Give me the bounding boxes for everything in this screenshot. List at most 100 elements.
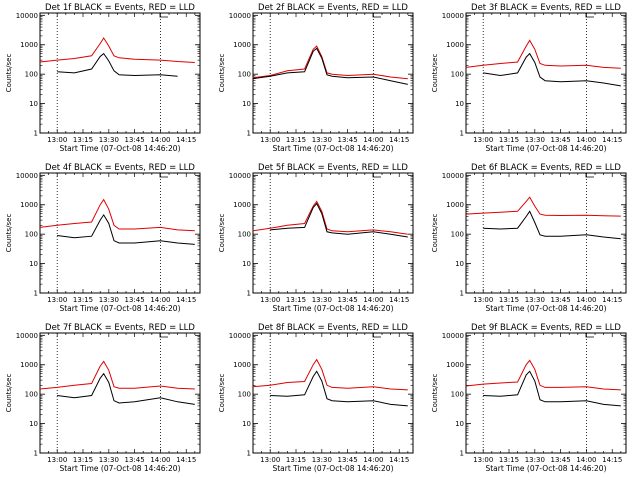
x-tick-label: 13:15 <box>73 456 93 464</box>
y-tick-label: 10000 <box>229 12 251 20</box>
x-tick-label: 13:00 <box>260 456 280 464</box>
y-axis-label: Counts/sec <box>218 214 226 253</box>
y-tick-label: 10 <box>455 100 464 108</box>
y-tick-label: 1 <box>460 450 464 458</box>
x-tick-label: 13:30 <box>99 456 119 464</box>
x-tick-label: 13:45 <box>125 136 145 144</box>
panel-det-7: 1 10 100 1000 10000 13:00 13:15 13:30 13:45 14:00… <box>5 323 201 473</box>
panel-det-8: 1 10 100 1000 10000 13:00 13:15 13:30 13:45 14:00… <box>218 323 414 473</box>
x-tick-label: 13:30 <box>525 456 545 464</box>
series-line-events <box>483 210 621 240</box>
x-axis-label: Start Time (07-Oct-08 14:46:20) <box>485 144 606 153</box>
y-tick-label: 10000 <box>442 12 464 20</box>
x-axis-label: Start Time (07-Oct-08 14:46:20) <box>485 464 606 473</box>
x-tick-label: 13:15 <box>499 136 519 144</box>
x-tick-label: 13:30 <box>312 136 332 144</box>
panel-title: Det 8f BLACK = Events, RED = LLD <box>258 323 408 333</box>
y-tick-label: 10 <box>242 420 251 428</box>
series-line-events <box>57 52 178 77</box>
series-line-lld <box>252 45 408 80</box>
series-line-lld <box>39 37 195 63</box>
series-line-lld <box>252 358 408 391</box>
plot-frame <box>252 332 414 454</box>
x-tick-label: 13:00 <box>473 456 493 464</box>
y-tick-label: 100 <box>238 231 251 239</box>
y-tick-label: 100 <box>25 231 38 239</box>
x-tick-label: 13:00 <box>47 456 67 464</box>
x-tick-label: 13:30 <box>99 296 119 304</box>
y-tick-label: 1 <box>247 290 251 298</box>
x-tick-label: 13:00 <box>260 296 280 304</box>
y-tick-label: 100 <box>25 71 38 79</box>
y-tick-label: 1 <box>247 130 251 138</box>
panel-det-4: 1 10 100 1000 10000 13:00 13:15 13:30 13:45 14:00… <box>5 163 201 313</box>
marker-bracket <box>585 333 594 338</box>
x-tick-label: 14:15 <box>602 136 622 144</box>
x-tick-label: 14:15 <box>176 296 196 304</box>
x-tick-label: 13:45 <box>125 296 145 304</box>
x-axis-label: Start Time (07-Oct-08 14:46:20) <box>59 144 180 153</box>
series-line-events <box>270 202 408 238</box>
y-tick-label: 10000 <box>16 172 38 180</box>
x-tick-label: 13:00 <box>47 296 67 304</box>
y-tick-label: 1000 <box>446 201 464 209</box>
panel-title: Det 7f BLACK = Events, RED = LLD <box>45 323 195 333</box>
y-axis-label: Counts/sec <box>431 374 439 413</box>
y-tick-label: 10000 <box>442 172 464 180</box>
x-tick-label: 13:45 <box>125 456 145 464</box>
series-line-events <box>252 47 408 85</box>
x-tick-label: 13:00 <box>260 136 280 144</box>
y-tick-label: 10000 <box>229 332 251 340</box>
y-tick-label: 1000 <box>20 361 38 369</box>
x-tick-label: 13:15 <box>73 136 93 144</box>
series-line-events <box>483 370 621 407</box>
x-tick-label: 13:45 <box>551 456 571 464</box>
panel-det-2: 1 10 100 1000 10000 13:00 13:15 13:30 13:45 14:00… <box>218 3 414 153</box>
x-axis-label: Start Time (07-Oct-08 14:46:20) <box>59 464 180 473</box>
series-line-events <box>57 213 195 245</box>
marker-bracket <box>372 333 381 338</box>
y-axis-label: Counts/sec <box>431 54 439 93</box>
x-axis-label: Start Time (07-Oct-08 14:46:20) <box>59 304 180 313</box>
y-tick-label: 10000 <box>229 172 251 180</box>
x-tick-label: 14:15 <box>389 456 409 464</box>
y-tick-label: 10000 <box>16 12 38 20</box>
x-tick-label: 14:15 <box>602 456 622 464</box>
y-tick-label: 10 <box>29 100 38 108</box>
x-tick-label: 14:00 <box>363 296 383 304</box>
x-tick-label: 13:00 <box>473 136 493 144</box>
panel-title: Det 4f BLACK = Events, RED = LLD <box>45 163 195 173</box>
y-tick-label: 1000 <box>233 361 251 369</box>
x-tick-label: 13:15 <box>73 296 93 304</box>
y-tick-label: 100 <box>25 391 38 399</box>
y-tick-label: 100 <box>451 231 464 239</box>
y-tick-label: 10 <box>455 420 464 428</box>
panel-title: Det 2f BLACK = Events, RED = LLD <box>258 3 408 13</box>
x-tick-label: 14:00 <box>150 296 170 304</box>
plot-frame <box>465 12 627 134</box>
panel-title: Det 1f BLACK = Events, RED = LLD <box>45 3 195 13</box>
y-axis-label: Counts/sec <box>5 374 13 413</box>
panel-title: Det 3f BLACK = Events, RED = LLD <box>471 3 621 13</box>
panel-title: Det 6f BLACK = Events, RED = LLD <box>471 163 621 173</box>
y-tick-label: 1 <box>460 130 464 138</box>
x-tick-label: 14:00 <box>363 136 383 144</box>
x-tick-label: 13:00 <box>47 136 67 144</box>
y-tick-label: 100 <box>238 71 251 79</box>
y-tick-label: 100 <box>238 391 251 399</box>
y-tick-label: 1000 <box>233 201 251 209</box>
panel-title: Det 9f BLACK = Events, RED = LLD <box>471 323 621 333</box>
x-tick-label: 13:45 <box>338 456 358 464</box>
panel-det-3: 1 10 100 1000 10000 13:00 13:15 13:30 13:45 14:00… <box>431 3 627 153</box>
y-tick-label: 10 <box>29 260 38 268</box>
x-tick-label: 13:45 <box>338 136 358 144</box>
plot-frame <box>39 12 201 134</box>
x-axis-label: Start Time (07-Oct-08 14:46:20) <box>272 304 393 313</box>
plot-frame <box>465 332 627 454</box>
y-tick-label: 1 <box>247 450 251 458</box>
x-tick-label: 13:15 <box>286 296 306 304</box>
x-tick-label: 13:15 <box>499 456 519 464</box>
plot-frame <box>252 12 414 134</box>
x-tick-label: 13:45 <box>551 136 571 144</box>
